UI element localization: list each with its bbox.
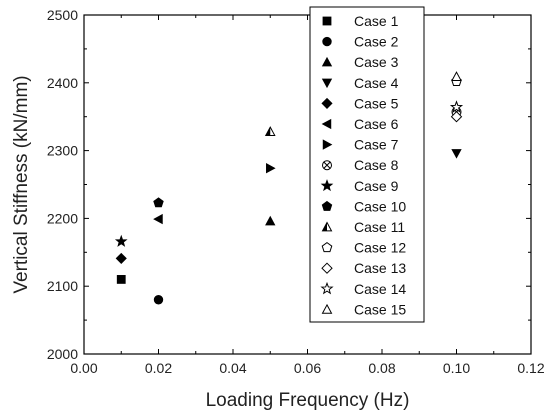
legend-marker <box>322 160 332 171</box>
data-point-case-15 <box>451 71 462 82</box>
legend-item: Case 6 <box>321 116 399 132</box>
data-point-case-7 <box>266 163 276 174</box>
data-point-case-3 <box>265 215 276 226</box>
legend-item: Case 14 <box>320 281 406 297</box>
legend-item: Case 12 <box>321 240 406 256</box>
legend-item: Case 10 <box>321 198 406 214</box>
legend-label: Case 3 <box>354 54 399 70</box>
legend-marker <box>321 241 333 253</box>
data-point-case-13 <box>450 110 463 123</box>
x-tick-label: 0.12 <box>517 360 544 376</box>
legend-item: Case 15 <box>321 301 406 317</box>
y-axis-ticks: 2000 2100 2200 2300 2400 2500 <box>47 7 531 362</box>
legend-marker <box>321 56 333 67</box>
y-tick-label: 2300 <box>47 143 78 159</box>
legend-label: Case 13 <box>354 260 406 276</box>
y-tick-label: 2400 <box>47 75 78 91</box>
legend-marker <box>321 303 333 314</box>
legend-label: Case 5 <box>354 95 399 111</box>
y-tick-label: 2000 <box>47 346 78 362</box>
x-tick-label: 0.00 <box>70 360 97 376</box>
legend-item: Case 2 <box>322 34 399 50</box>
x-axis-title: Loading Frequency (Hz) <box>206 390 410 411</box>
y-tick-label: 2100 <box>47 278 78 294</box>
x-tick-label: 0.02 <box>145 360 172 376</box>
legend-marker <box>321 262 333 274</box>
legend-item: Case 1 <box>322 13 399 29</box>
legend-item: Case 5 <box>321 95 399 111</box>
data-point-case-14 <box>449 100 464 113</box>
legend-label: Case 7 <box>354 137 399 153</box>
x-tick-label: 0.10 <box>443 360 470 376</box>
data-point-case-11 <box>264 126 276 136</box>
legend-label: Case 6 <box>354 116 399 132</box>
y-axis-title: Vertical Stiffness (kN/mm) <box>11 75 32 293</box>
data-point-case-5 <box>115 252 127 264</box>
legend: Case 1 Case 2 Case 3 Case 4 Case 5 Case 6 Case… <box>309 6 425 323</box>
legend-label: Case 8 <box>354 157 399 173</box>
legend-marker <box>322 36 332 47</box>
x-tick-label: 0.08 <box>368 360 395 376</box>
legend-item: Case 8 <box>322 157 399 173</box>
legend-marker <box>322 139 333 150</box>
legend-marker <box>321 118 332 130</box>
axes <box>83 14 532 355</box>
legend-marker <box>320 179 334 192</box>
legend-item: Case 11 <box>321 219 405 235</box>
legend-marker <box>322 16 332 26</box>
legend-item: Case 7 <box>322 137 399 153</box>
legend-label: Case 12 <box>354 240 406 256</box>
legend-label: Case 2 <box>354 34 399 50</box>
x-tick-label: 0.04 <box>219 360 246 376</box>
data-point-case-2 <box>153 295 164 305</box>
legend-label: Case 14 <box>354 281 406 297</box>
legend-label: Case 4 <box>354 75 399 91</box>
legend-label: Case 15 <box>354 301 406 317</box>
legend-label: Case 10 <box>354 198 406 214</box>
data-point-case-9 <box>114 234 128 247</box>
legend-item: Case 4 <box>321 75 399 91</box>
legend-item: Case 3 <box>321 54 399 70</box>
x-tick-label: 0.06 <box>294 360 321 376</box>
plot-frame <box>83 14 532 355</box>
data-point-case-6 <box>153 213 163 225</box>
data-point-case-4 <box>451 149 462 159</box>
data-point-case-1 <box>116 275 126 284</box>
legend-marker <box>321 97 333 109</box>
legend-marker <box>321 78 333 89</box>
y-tick-label: 2500 <box>47 7 78 23</box>
legend-item: Case 9 <box>320 178 399 194</box>
data-point-case-10 <box>153 197 164 208</box>
legend-label: Case 9 <box>354 178 399 194</box>
legend-marker <box>320 281 334 295</box>
legend-label: Case 1 <box>354 13 399 29</box>
x-axis-ticks: 0.00 0.02 0.04 0.06 0.08 0.10 0.12 <box>70 15 545 376</box>
legend-item: Case 13 <box>321 260 406 276</box>
legend-marker <box>321 221 333 232</box>
legend-marker <box>321 200 333 211</box>
data-points <box>114 71 464 305</box>
y-tick-label: 2200 <box>47 210 78 226</box>
legend-label: Case 11 <box>354 219 405 235</box>
